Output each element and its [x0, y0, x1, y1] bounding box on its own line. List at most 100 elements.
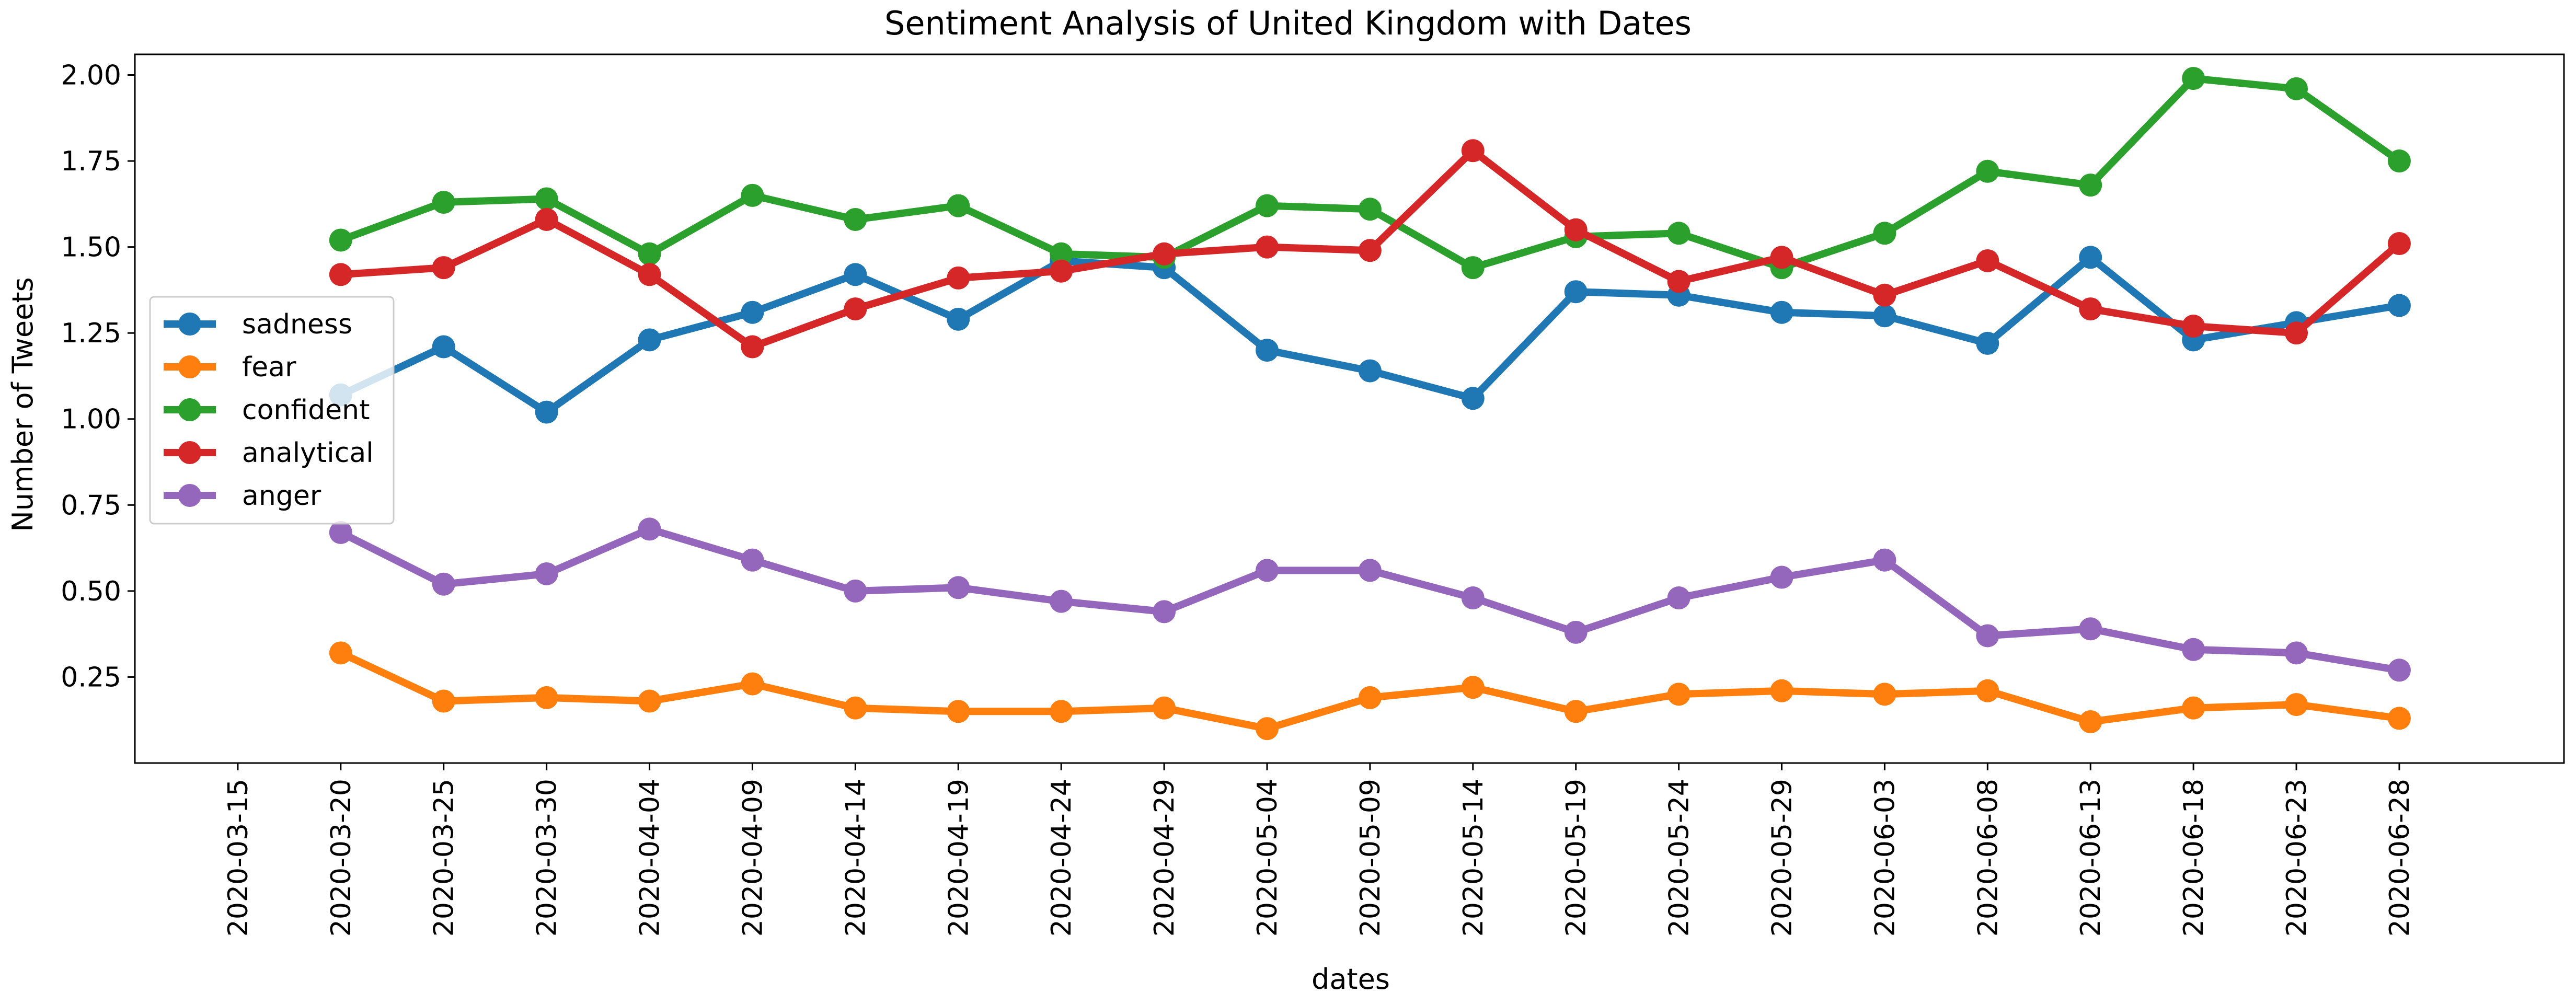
- data-point-confident: [1255, 194, 1279, 217]
- data-point-analytical: [2285, 321, 2308, 345]
- y-tick-label: 1.00: [61, 404, 121, 435]
- legend-swatch-marker: [178, 484, 201, 507]
- data-point-anger: [1153, 600, 1176, 623]
- data-point-sadness: [1255, 339, 1279, 362]
- x-tick-label: 2020-06-08: [1972, 779, 2004, 937]
- data-point-fear: [638, 689, 661, 713]
- data-point-anger: [947, 576, 970, 599]
- data-point-anger: [2285, 641, 2308, 665]
- x-tick-label: 2020-06-28: [2384, 779, 2416, 937]
- data-point-analytical: [638, 263, 661, 286]
- data-point-analytical: [432, 256, 455, 280]
- x-tick-label: 2020-05-14: [1458, 779, 1489, 937]
- data-point-anger: [329, 521, 352, 544]
- data-point-fear: [1564, 700, 1588, 723]
- data-point-sadness: [1770, 301, 1793, 324]
- data-point-analytical: [1976, 249, 1999, 272]
- data-point-confident: [2387, 149, 2411, 173]
- data-point-confident: [741, 183, 764, 207]
- data-point-anger: [844, 579, 867, 603]
- legend-label-sadness: sadness: [242, 309, 352, 340]
- data-point-sadness: [535, 400, 558, 424]
- data-point-confident: [432, 191, 455, 214]
- data-point-sadness: [2387, 294, 2411, 317]
- data-point-fear: [2079, 710, 2102, 734]
- data-point-fear: [1358, 686, 1382, 709]
- data-point-confident: [2285, 77, 2308, 100]
- x-tick-label: 2020-03-20: [326, 779, 357, 937]
- data-point-analytical: [1153, 242, 1176, 265]
- data-point-anger: [1873, 548, 1896, 572]
- data-point-sadness: [1358, 359, 1382, 383]
- x-axis-label: dates: [1312, 963, 1390, 996]
- x-tick-label: 2020-03-30: [532, 779, 563, 937]
- data-point-confident: [947, 194, 970, 217]
- x-tick-label: 2020-05-19: [1561, 779, 1592, 937]
- x-tick-label: 2020-04-29: [1149, 779, 1180, 937]
- plot-frame: [134, 53, 2565, 764]
- x-tick-label: 2020-06-13: [2075, 779, 2107, 937]
- data-point-anger: [432, 572, 455, 596]
- plot-area: 0.25 0.50 0.75 1.00 1.25 1.50 1.75 2.00 2020-03-…: [61, 53, 2565, 937]
- data-point-fear: [1050, 700, 1073, 723]
- data-point-confident: [535, 187, 558, 211]
- series-line-anger: [337, 525, 2403, 674]
- data-point-anger: [638, 517, 661, 541]
- data-point-fear: [947, 700, 970, 723]
- data-point-fear: [1770, 679, 1793, 702]
- data-point-fear: [535, 686, 558, 709]
- x-tick-label: 2020-06-23: [2281, 779, 2313, 937]
- data-point-analytical: [329, 263, 352, 286]
- data-point-analytical: [844, 297, 867, 321]
- data-point-fear: [741, 672, 764, 696]
- data-point-confident: [329, 228, 352, 252]
- data-point-fear: [1255, 717, 1279, 741]
- data-point-fear: [1667, 683, 1690, 706]
- y-tick-label: 0.75: [61, 490, 121, 521]
- data-point-confident: [1976, 159, 1999, 183]
- legend-label-confident: confident: [242, 395, 370, 426]
- data-point-analytical: [947, 266, 970, 290]
- data-point-analytical: [1564, 218, 1588, 241]
- data-point-analytical: [741, 335, 764, 359]
- data-point-sadness: [2079, 246, 2102, 269]
- data-point-confident: [844, 207, 867, 231]
- data-point-anger: [2079, 617, 2102, 641]
- data-point-confident: [1667, 222, 1690, 245]
- x-tick-label: 2020-06-18: [2178, 779, 2210, 937]
- data-point-analytical: [1461, 139, 1485, 163]
- legend-swatch-marker: [178, 355, 201, 378]
- data-point-confident: [1050, 242, 1073, 265]
- x-tick-label: 2020-05-04: [1252, 779, 1283, 937]
- data-point-fear: [329, 641, 352, 665]
- data-point-sadness: [638, 328, 661, 352]
- y-tick-label: 1.75: [61, 146, 121, 177]
- x-tick-label: 2020-06-03: [1869, 779, 1901, 937]
- data-point-fear: [1153, 696, 1176, 720]
- data-point-fear: [432, 689, 455, 713]
- legend-swatch-marker: [178, 313, 201, 336]
- data-point-anger: [1050, 590, 1073, 613]
- data-point-analytical: [535, 207, 558, 231]
- y-tick-label: 0.50: [61, 576, 121, 607]
- data-point-anger: [2387, 659, 2411, 682]
- chart-title: Sentiment Analysis of United Kingdom wit…: [884, 4, 1692, 42]
- x-tick-label: 2020-05-09: [1355, 779, 1386, 937]
- legend: sadness fear confident analytical anger: [149, 296, 395, 525]
- data-point-sadness: [741, 301, 764, 324]
- x-tick-label: 2020-03-25: [429, 779, 460, 937]
- y-tick-label: 1.25: [61, 318, 121, 349]
- data-point-sadness: [432, 335, 455, 359]
- data-point-fear: [2285, 693, 2308, 717]
- data-point-analytical: [1358, 239, 1382, 262]
- data-point-fear: [2387, 707, 2411, 730]
- data-point-sadness: [1873, 304, 1896, 328]
- data-point-sadness: [844, 263, 867, 286]
- data-point-fear: [1461, 676, 1485, 699]
- data-point-analytical: [1050, 259, 1073, 283]
- data-point-analytical: [2182, 315, 2205, 338]
- data-point-analytical: [2079, 297, 2102, 321]
- data-point-confident: [638, 242, 661, 265]
- data-point-anger: [535, 562, 558, 585]
